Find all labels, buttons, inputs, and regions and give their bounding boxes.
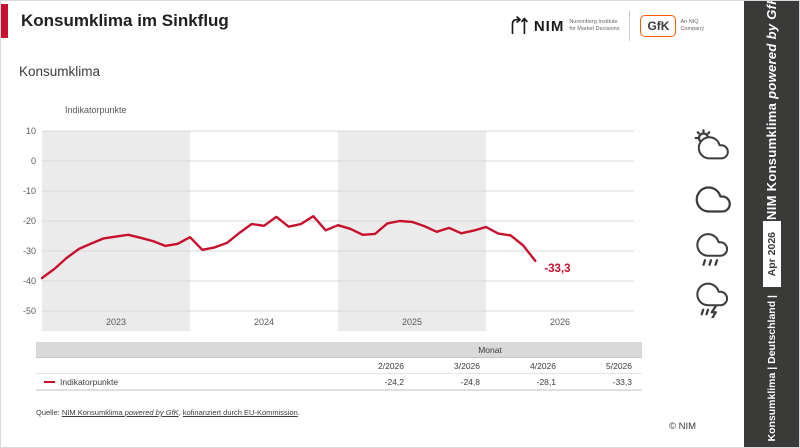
sidebar-footer-label: Konsumklima | Deutschland |: [765, 294, 778, 442]
svg-text:-10: -10: [23, 186, 36, 196]
date-badge: Apr 2026: [762, 220, 781, 287]
month-col-3: 4/2026: [530, 360, 556, 371]
series-label: Indikatorpunkte: [60, 376, 119, 387]
sun-behind-cloud-icon: [694, 129, 729, 160]
nim-subtitle-line1: Nuremberg Institute: [569, 18, 618, 25]
month-col-2: 3/2026: [454, 360, 480, 371]
value-3: -28,1: [536, 376, 556, 387]
nim-subtitle-line2: for Market Decisions: [569, 26, 620, 32]
storm-cloud-icon: [696, 282, 729, 318]
source-line: Quelle: NIM Konsumklima powered by GfK, …: [36, 408, 300, 417]
table-values-row: Indikatorpunkte -24,2 -24,8 -28,1 -33,3: [36, 374, 642, 390]
nim-subtitle: Nuremberg Institute for Market Decisions: [569, 19, 619, 33]
values-table: Monat 2/2026 3/2026 4/2026 5/2026 Indika…: [36, 342, 642, 391]
sidebar-bottom: Konsumklima | Deutschland |: [765, 291, 778, 447]
source-link-eu[interactable]: kofinanziert durch EU-Kommission: [182, 408, 298, 417]
title-accent-bar: [1, 4, 8, 38]
nim-arrows-icon: [511, 16, 528, 35]
svg-text:2023: 2023: [106, 317, 126, 327]
cloud-icon: [695, 186, 731, 213]
source-prefix: Quelle:: [36, 408, 62, 417]
series-swatch: [44, 380, 55, 383]
value-1: -24,2: [384, 376, 404, 387]
gfk-wordmark: GfK: [640, 15, 677, 37]
svg-text:-33,3: -33,3: [544, 263, 570, 275]
table-group-header: Monat: [478, 344, 502, 355]
sidebar-title: NIM Konsumklima powered by GfK: [764, 0, 779, 221]
source-link-nim[interactable]: NIM Konsumklima powered by GfK: [61, 408, 179, 417]
konsumklima-line-chart: 2023 2024 2025 2026 10 0 -10 -20 -30 -40 -50 -33,3: [23, 126, 634, 331]
table-header-row: Monat: [36, 342, 642, 358]
y-axis-label: Indikatorpunkte: [65, 105, 127, 115]
svg-text:2026: 2026: [550, 317, 570, 327]
month-col-4: 5/2026: [606, 360, 632, 371]
gfk-subtitle-line1: An NIQ: [680, 18, 699, 25]
svg-text:-20: -20: [23, 216, 36, 226]
logo-group: NIM Nuremberg Institute for Market Decis…: [507, 11, 704, 41]
svg-text:0: 0: [31, 156, 36, 166]
logo-divider: [629, 11, 631, 41]
gfk-subtitle-line2: Company: [680, 26, 704, 32]
svg-text:-40: -40: [23, 276, 36, 286]
svg-text:-30: -30: [23, 246, 36, 256]
sidebar-top: NIM Konsumklima powered by GfK: [764, 1, 779, 220]
page-title: Konsumklima im Sinkflug: [21, 11, 229, 30]
month-col-1: 2/2026: [378, 360, 404, 371]
svg-text:-50: -50: [23, 306, 36, 316]
value-4: -33,3: [612, 376, 632, 387]
table-months-row: 2/2026 3/2026 4/2026 5/2026: [36, 358, 642, 374]
value-2: -24,8: [460, 376, 480, 387]
section-title: Konsumklima: [19, 64, 101, 79]
nim-logo: NIM Nuremberg Institute for Market Decis…: [507, 15, 619, 37]
rain-cloud-icon: [696, 233, 729, 266]
date-badge-label: Apr 2026: [765, 231, 778, 276]
svg-text:10: 10: [26, 126, 36, 136]
copyright: © NIM: [669, 421, 697, 432]
right-sidebar: NIM Konsumklima powered by GfK Apr 2026 …: [744, 1, 799, 447]
weather-icons: [691, 129, 731, 318]
svg-text:2025: 2025: [402, 317, 422, 327]
svg-text:2024: 2024: [254, 317, 274, 327]
series-legend: Indikatorpunkte: [36, 377, 338, 387]
gfk-logo: GfK An NIQ Company: [640, 15, 704, 37]
gfk-subtitle: An NIQ Company: [680, 19, 704, 33]
nim-wordmark: NIM: [533, 17, 565, 35]
